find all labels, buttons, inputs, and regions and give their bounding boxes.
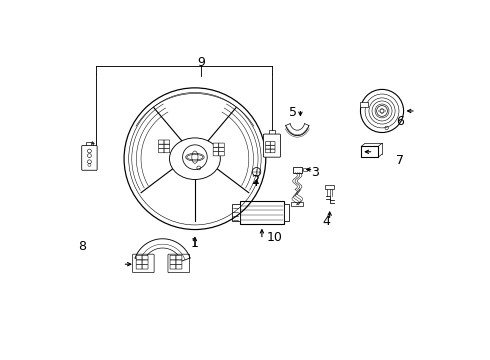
FancyBboxPatch shape	[240, 201, 284, 224]
FancyBboxPatch shape	[164, 149, 170, 153]
FancyBboxPatch shape	[170, 265, 176, 269]
FancyBboxPatch shape	[266, 145, 270, 149]
FancyBboxPatch shape	[136, 255, 142, 260]
FancyBboxPatch shape	[170, 255, 176, 260]
FancyBboxPatch shape	[325, 185, 334, 189]
FancyBboxPatch shape	[291, 202, 303, 206]
FancyBboxPatch shape	[266, 149, 270, 153]
FancyBboxPatch shape	[270, 149, 275, 153]
FancyBboxPatch shape	[293, 167, 302, 172]
Text: 4: 4	[322, 215, 330, 228]
Text: 6: 6	[396, 115, 404, 128]
Text: 7: 7	[396, 154, 404, 167]
FancyBboxPatch shape	[303, 168, 307, 171]
FancyBboxPatch shape	[219, 152, 224, 156]
FancyBboxPatch shape	[142, 260, 148, 265]
FancyBboxPatch shape	[361, 147, 378, 157]
FancyBboxPatch shape	[232, 204, 240, 221]
FancyBboxPatch shape	[164, 144, 170, 148]
Text: 8: 8	[78, 240, 86, 253]
FancyBboxPatch shape	[176, 255, 182, 260]
FancyBboxPatch shape	[176, 265, 182, 269]
Text: 9: 9	[197, 56, 205, 69]
Circle shape	[252, 167, 261, 176]
Text: 3: 3	[311, 166, 319, 179]
FancyBboxPatch shape	[136, 265, 142, 269]
FancyBboxPatch shape	[142, 255, 148, 260]
FancyBboxPatch shape	[219, 147, 224, 152]
FancyBboxPatch shape	[164, 140, 170, 144]
FancyBboxPatch shape	[213, 152, 219, 156]
Circle shape	[377, 105, 388, 116]
FancyBboxPatch shape	[82, 145, 97, 170]
FancyBboxPatch shape	[213, 147, 219, 152]
FancyBboxPatch shape	[266, 141, 270, 145]
Circle shape	[183, 145, 207, 170]
FancyBboxPatch shape	[158, 140, 164, 144]
FancyBboxPatch shape	[158, 144, 164, 148]
Text: 10: 10	[266, 231, 282, 244]
FancyBboxPatch shape	[142, 265, 148, 269]
Text: 1: 1	[191, 237, 199, 250]
FancyBboxPatch shape	[284, 204, 289, 221]
FancyBboxPatch shape	[270, 145, 275, 149]
FancyBboxPatch shape	[361, 103, 368, 107]
Ellipse shape	[170, 138, 220, 180]
FancyBboxPatch shape	[176, 260, 182, 265]
Text: 2: 2	[251, 174, 259, 187]
Circle shape	[361, 89, 404, 132]
FancyBboxPatch shape	[219, 143, 224, 147]
FancyBboxPatch shape	[213, 143, 219, 147]
FancyBboxPatch shape	[170, 260, 176, 265]
FancyBboxPatch shape	[270, 141, 275, 145]
FancyBboxPatch shape	[136, 260, 142, 265]
Text: 5: 5	[290, 106, 297, 119]
FancyBboxPatch shape	[264, 134, 280, 157]
FancyBboxPatch shape	[158, 149, 164, 153]
